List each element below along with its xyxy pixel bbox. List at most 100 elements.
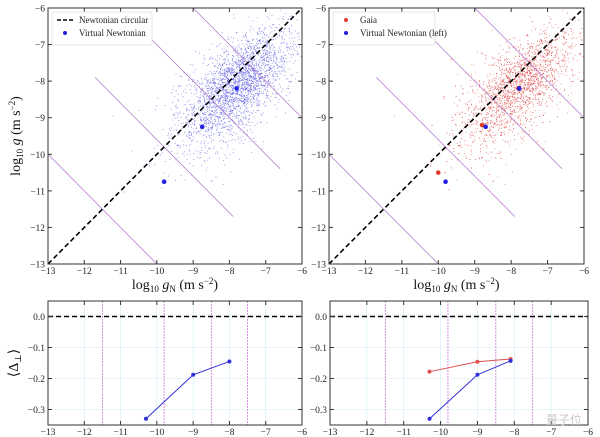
scatter-point [186,116,187,118]
scatter-point [572,58,574,60]
scatter-point [484,123,486,125]
x-tick-label: −10 [149,267,164,277]
scatter-point [275,73,277,75]
scatter-point [530,73,532,75]
scatter-point [223,89,225,91]
scatter-point [239,72,241,74]
scatter-point [568,47,570,49]
scatter-point [251,46,253,48]
scatter-point [241,92,243,94]
scatter-point [286,61,288,63]
scatter-point [231,94,233,96]
scatter-point [246,41,248,43]
scatter-point [256,32,258,34]
scatter-point [557,56,559,58]
scatter-point [232,96,234,98]
scatter-point [189,74,191,76]
scatter-point [235,122,237,124]
scatter-point [204,113,206,115]
scatter-point [479,86,480,88]
scatter-point [218,87,220,89]
scatter-point [267,80,269,82]
scatter-point [233,86,235,88]
scatter-point [505,41,507,43]
scatter-point [497,109,499,111]
scatter-point [500,63,502,65]
scatter-point [304,58,305,59]
scatter-point [250,46,252,48]
scatter-point [242,35,244,37]
scatter-point [430,163,432,165]
scatter-point [267,56,269,58]
scatter-point [182,96,184,98]
y-tick-label: −10 [30,151,45,161]
scatter-point [196,127,197,129]
scatter-point [589,24,590,25]
scatter-point [257,74,259,76]
scatter-point [251,93,253,95]
scatter-point [282,57,284,59]
scatter-point [300,12,302,14]
scatter-point [525,63,527,65]
scatter-point [522,56,524,58]
scatter-point [507,71,508,73]
scatter-point [232,78,234,79]
scatter-point [243,61,245,63]
scatter-point [253,47,255,49]
scatter-point [501,72,503,74]
scatter-point [571,30,573,32]
scatter-point [468,108,470,110]
scatter-point [246,117,248,119]
scatter-point [234,50,236,52]
scatter-point [528,74,529,76]
scatter-point [247,110,249,112]
scatter-point [502,120,504,122]
scatter-point [243,98,245,100]
scatter-point [255,77,257,79]
scatter-point [238,115,240,117]
scatter-point [181,76,182,78]
scatter-point [288,88,290,90]
scatter-point [254,58,256,60]
scatter-point [245,97,247,99]
scatter-point [534,70,536,71]
scatter-point [237,98,239,99]
scatter-point [232,59,234,61]
scatter-point [529,98,531,100]
scatter-point [262,141,264,143]
scatter-point [506,51,508,53]
scatter-point [528,55,530,57]
scatter-point [280,49,282,51]
scatter-point [224,106,226,108]
scatter-point [206,159,208,161]
scatter-point [566,75,568,76]
scatter-point [241,79,243,81]
scatter-point [595,6,596,7]
scatter-point [535,58,536,60]
scatter-point [220,97,222,99]
scatter-point [214,86,216,88]
scatter-point [489,80,491,82]
scatter-point [281,42,283,44]
scatter-point [214,66,216,68]
scatter-point [485,161,487,163]
scatter-point [540,104,541,106]
scatter-point [264,71,266,73]
scatter-point [268,97,270,99]
scatter-point [227,82,229,84]
scatter-point [223,122,225,124]
scatter-point [191,109,193,111]
scatter-point [223,110,224,112]
scatter-point [211,106,213,108]
scatter-point [279,65,281,67]
scatter-point [508,94,509,96]
scatter-point [241,96,243,98]
scatter-point [206,123,208,125]
scatter-point [524,76,526,78]
scatter-point [203,123,205,125]
scatter-point [201,103,203,105]
scatter-point [221,63,223,65]
scatter-point [527,84,528,86]
scatter-point [538,83,540,84]
scatter-point [213,80,215,82]
